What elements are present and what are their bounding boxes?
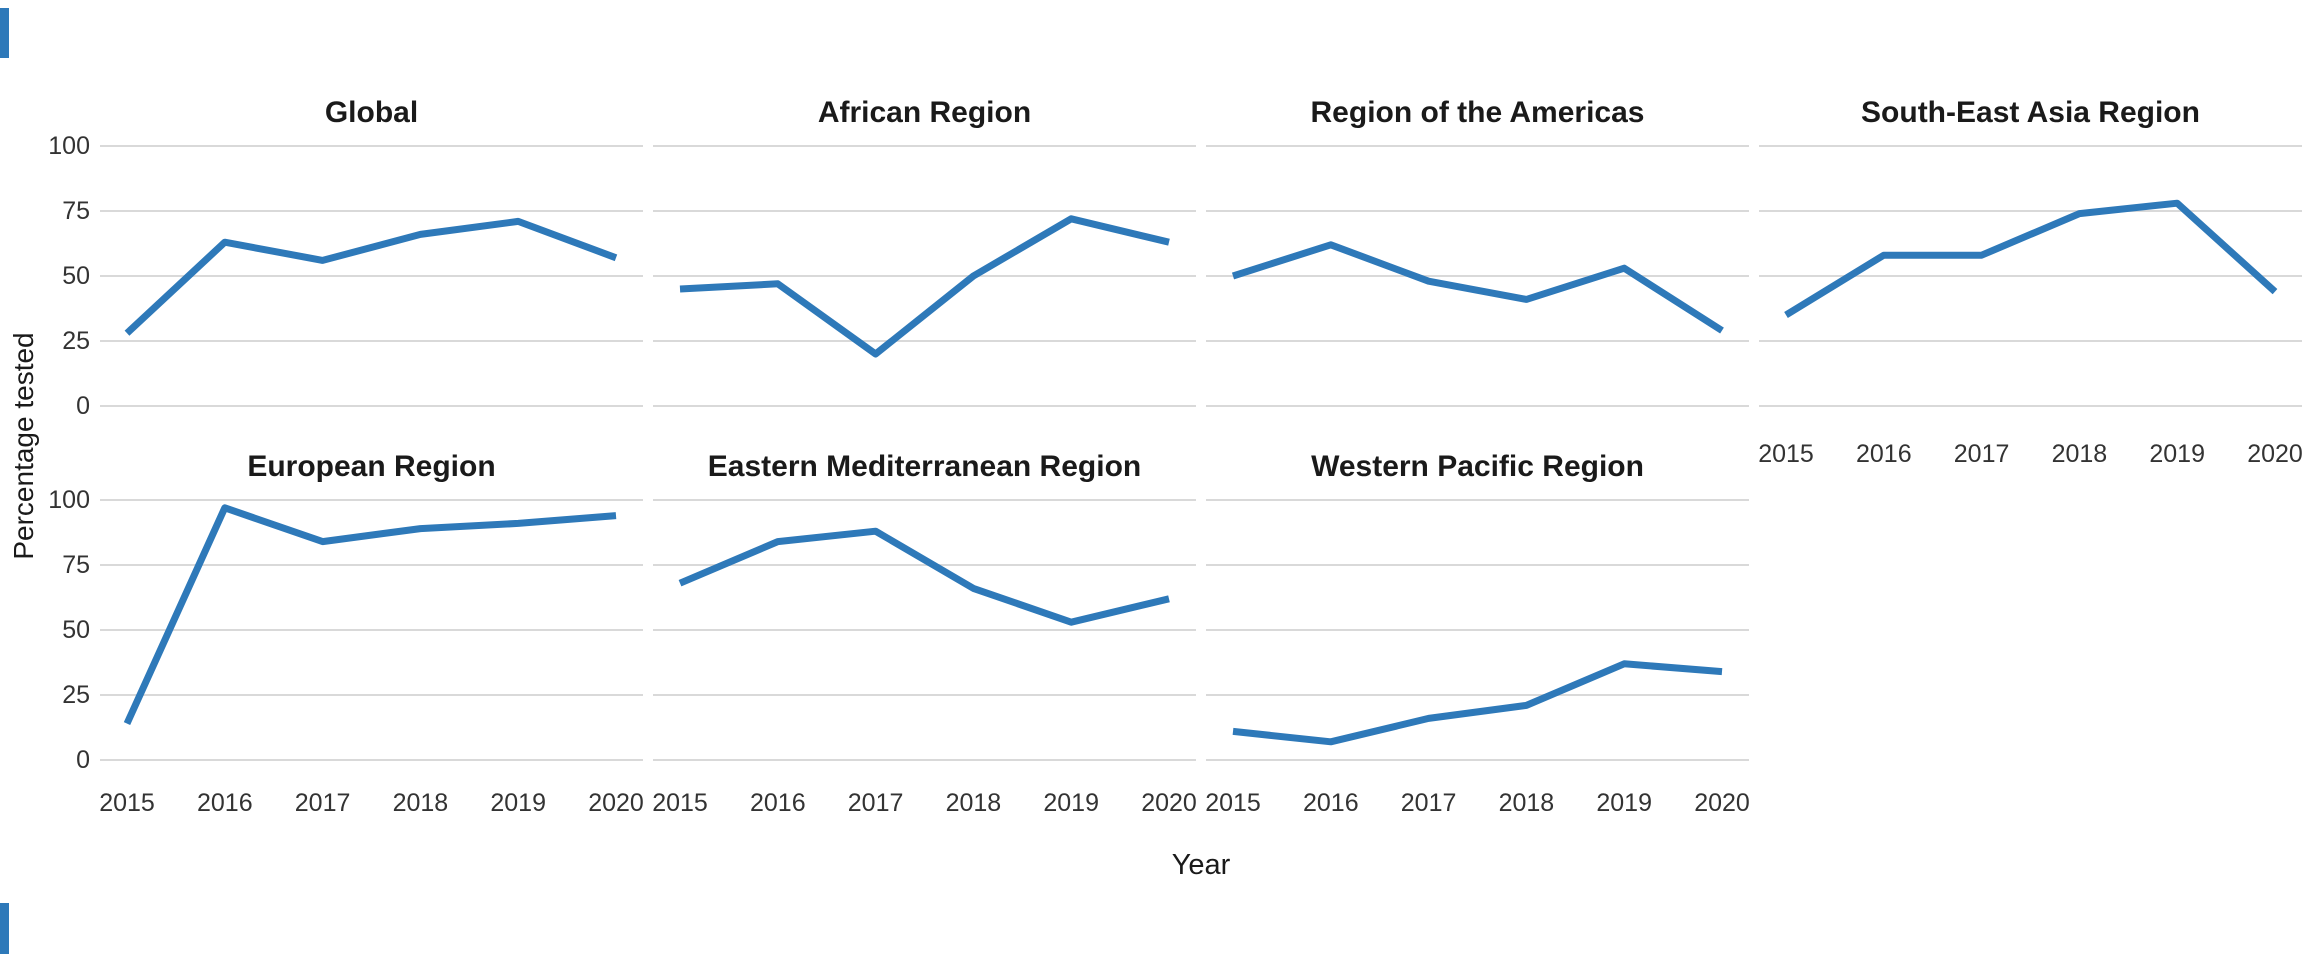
data-line bbox=[1232, 660, 1723, 746]
data-line bbox=[1784, 199, 2278, 318]
x-tick-label: 2018 bbox=[392, 789, 449, 817]
x-tick-label: 2017 bbox=[847, 789, 904, 817]
left-edge-mark-bottom bbox=[0, 903, 9, 954]
facet-title: Region of the Americas bbox=[1310, 96, 1645, 129]
facet-title: Global bbox=[324, 96, 419, 129]
x-tick-label: 2020 bbox=[1141, 789, 1197, 817]
x-tick-label: 2015 bbox=[1205, 789, 1261, 817]
x-tick-label: 2020 bbox=[588, 789, 644, 817]
x-tick-label: 2019 bbox=[1596, 789, 1652, 817]
x-tick-label: 2019 bbox=[2149, 440, 2205, 468]
left-edge-mark-top bbox=[0, 8, 9, 58]
x-tick-label: 2019 bbox=[490, 789, 546, 817]
x-tick-label: 2016 bbox=[1302, 789, 1359, 817]
data-line bbox=[678, 527, 1170, 626]
data-line bbox=[679, 215, 1170, 358]
y-tick-label: 100 bbox=[48, 486, 90, 514]
x-tick-label: 2016 bbox=[749, 789, 806, 817]
x-tick-label: 2015 bbox=[652, 789, 708, 817]
data-line bbox=[1231, 241, 1724, 334]
x-tick-label: 2017 bbox=[1400, 789, 1457, 817]
y-tick-label: 75 bbox=[62, 551, 90, 579]
facet-title: South-East Asia Region bbox=[1861, 96, 2200, 129]
x-tick-label: 2017 bbox=[1953, 440, 2010, 468]
facet-panel bbox=[653, 145, 1196, 407]
y-tick-label: 50 bbox=[62, 616, 90, 644]
y-tick-label: 50 bbox=[62, 262, 90, 290]
facet-panel bbox=[100, 499, 643, 761]
x-tick-label: 2016 bbox=[196, 789, 253, 817]
facet-title: European Region bbox=[247, 450, 496, 483]
facet-panel bbox=[1759, 145, 2302, 407]
y-tick-label: 0 bbox=[76, 392, 90, 420]
y-tick-label: 100 bbox=[48, 132, 90, 160]
x-tick-label: 2015 bbox=[1758, 440, 1814, 468]
y-tick-label: 75 bbox=[62, 197, 90, 225]
x-tick-label: 2020 bbox=[2247, 440, 2303, 468]
facet-panel bbox=[653, 499, 1196, 761]
x-tick-label: 2019 bbox=[1043, 789, 1099, 817]
data-line bbox=[124, 217, 618, 336]
facet-panel bbox=[1206, 145, 1749, 407]
y-tick-label: 25 bbox=[62, 327, 90, 355]
y-tick-label: 0 bbox=[76, 746, 90, 774]
x-tick-label: 2018 bbox=[2051, 440, 2108, 468]
x-tick-label: 2017 bbox=[294, 789, 351, 817]
y-axis-title: Percentage tested bbox=[8, 332, 39, 560]
x-tick-label: 2020 bbox=[1694, 789, 1750, 817]
x-tick-label: 2018 bbox=[1498, 789, 1555, 817]
y-tick-label: 25 bbox=[62, 681, 90, 709]
x-tick-label: 2015 bbox=[99, 789, 155, 817]
facet-panel bbox=[100, 145, 643, 407]
x-axis-title: Year bbox=[1171, 849, 1231, 881]
facet-panel bbox=[1206, 499, 1749, 761]
data-line bbox=[123, 504, 617, 726]
x-tick-label: 2018 bbox=[945, 789, 1002, 817]
facet-title: Eastern Mediterranean Region bbox=[707, 450, 1142, 483]
facet-title: Western Pacific Region bbox=[1311, 450, 1644, 483]
facet-title: African Region bbox=[817, 96, 1032, 129]
x-tick-label: 2016 bbox=[1855, 440, 1912, 468]
